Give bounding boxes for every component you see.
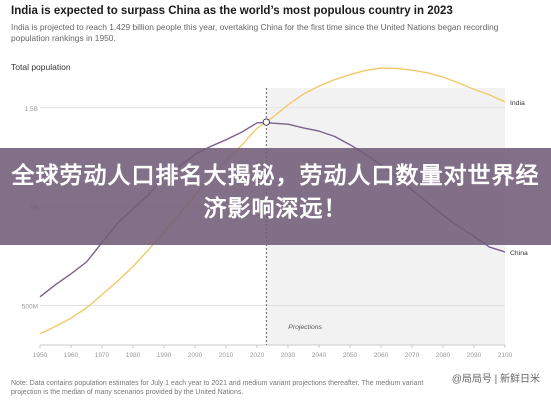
x-tick-label: 1980 bbox=[126, 352, 141, 359]
projection-label: Projections bbox=[288, 324, 322, 331]
x-tick-label: 1990 bbox=[157, 352, 172, 359]
x-tick-label: 2080 bbox=[436, 352, 451, 359]
x-tick-label: 2100 bbox=[498, 352, 513, 359]
chart-title: India is expected to surpass China as th… bbox=[11, 5, 453, 17]
x-tick-label: 2060 bbox=[374, 352, 389, 359]
x-tick-label: 1970 bbox=[95, 352, 110, 359]
footnote: Note: Data contains population estimates… bbox=[11, 380, 424, 396]
section-label: Total population bbox=[11, 62, 71, 72]
series-label-india: India bbox=[510, 100, 525, 107]
x-tick-label: 2010 bbox=[219, 352, 234, 359]
banner-text: 全球劳动人口排名大揭秘，劳动人口数量对世界经济影响深远！ bbox=[11, 163, 540, 222]
y-tick-label: 500M bbox=[22, 303, 38, 310]
x-tick-label: 1960 bbox=[64, 352, 79, 359]
crossover-marker bbox=[262, 118, 270, 126]
x-tick-label: 2070 bbox=[405, 352, 420, 359]
x-tick-label: 2090 bbox=[467, 352, 482, 359]
overlay-banner bbox=[0, 148, 551, 245]
x-tick-label: 2050 bbox=[343, 352, 358, 359]
series-line-india bbox=[39, 67, 506, 335]
y-tick-label: 1.5B bbox=[25, 106, 38, 113]
x-tick-label: 2040 bbox=[312, 352, 327, 359]
x-tick-label: 2030 bbox=[281, 352, 296, 359]
x-tick-label: 2020 bbox=[250, 352, 265, 359]
x-tick-label: 2000 bbox=[188, 352, 203, 359]
x-tick-label: 1950 bbox=[33, 352, 48, 359]
series-label-china: China bbox=[510, 250, 528, 257]
watermark: @局局号 | 新鲜日米 bbox=[448, 369, 543, 386]
chart-subtitle: India is projected to reach 1.429 billio… bbox=[11, 22, 499, 43]
